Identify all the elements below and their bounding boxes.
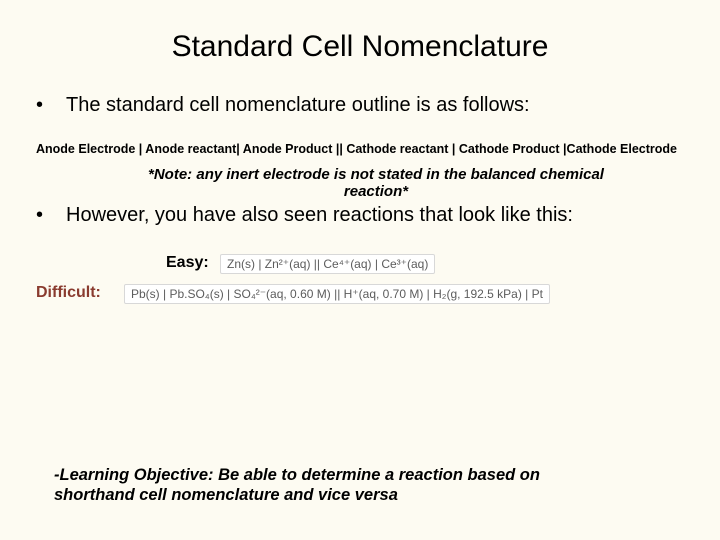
bullet-marker: • xyxy=(36,92,66,118)
note-text: *Note: any inert electrode is not stated… xyxy=(116,166,636,200)
difficult-notation: Pb(s) | Pb.SO₄(s) | SO₄²⁻(aq, 0.60 M) ||… xyxy=(124,284,550,304)
easy-notation: Zn(s) | Zn²⁺(aq) || Ce⁴⁺(aq) | Ce³⁺(aq) xyxy=(220,254,435,274)
slide-title: Standard Cell Nomenclature xyxy=(36,30,684,64)
learning-objective: -Learning Objective: Be able to determin… xyxy=(54,465,614,506)
example-easy: Easy: Zn(s) | Zn²⁺(aq) || Ce⁴⁺(aq) | Ce³… xyxy=(166,254,684,274)
bullet-text: The standard cell nomenclature outline i… xyxy=(66,92,530,118)
easy-label: Easy: xyxy=(166,254,210,272)
bullet-marker: • xyxy=(36,202,66,228)
slide: Standard Cell Nomenclature • The standar… xyxy=(0,0,720,540)
bullet-item: • However, you have also seen reactions … xyxy=(36,202,684,228)
bullet-item: • The standard cell nomenclature outline… xyxy=(36,92,684,118)
nomenclature-template: Anode Electrode | Anode reactant| Anode … xyxy=(36,142,684,156)
example-difficult: Difficult: Pb(s) | Pb.SO₄(s) | SO₄²⁻(aq,… xyxy=(36,284,684,304)
bullet-text: However, you have also seen reactions th… xyxy=(66,202,573,228)
difficult-label: Difficult: xyxy=(36,284,114,302)
